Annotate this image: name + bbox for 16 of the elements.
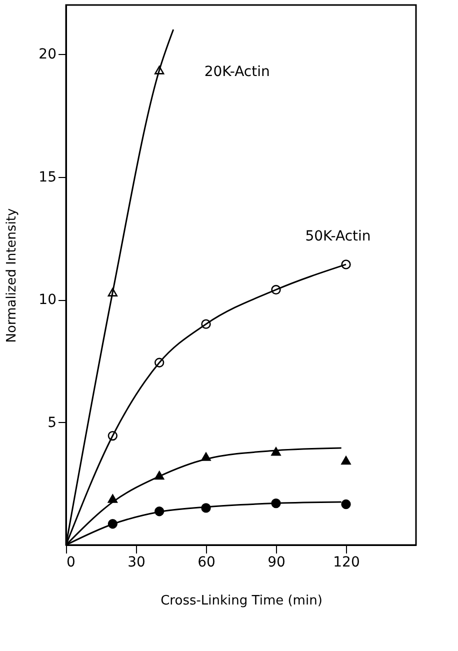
x-tick-label: 60	[198, 554, 216, 570]
y-tick-label: 10	[38, 292, 56, 308]
point	[341, 456, 351, 465]
y-tick-label: 20	[38, 46, 56, 63]
x-tick-label: 120	[333, 554, 360, 570]
y-axis-title: Normalized Intensity	[4, 208, 20, 343]
x-axis-title: Cross-Linking Time (min)	[160, 594, 322, 608]
series-label: 50K-Actin	[305, 228, 371, 244]
point	[271, 447, 281, 456]
y-tick-label: 5	[48, 414, 56, 431]
y-tick-label: 15	[38, 169, 56, 186]
x-tick-label: 0	[66, 554, 76, 570]
x-tick-label: 90	[268, 554, 286, 570]
point	[341, 499, 351, 510]
text: 20K-Actin	[204, 64, 270, 80]
x-tick-label: 30	[128, 554, 146, 570]
